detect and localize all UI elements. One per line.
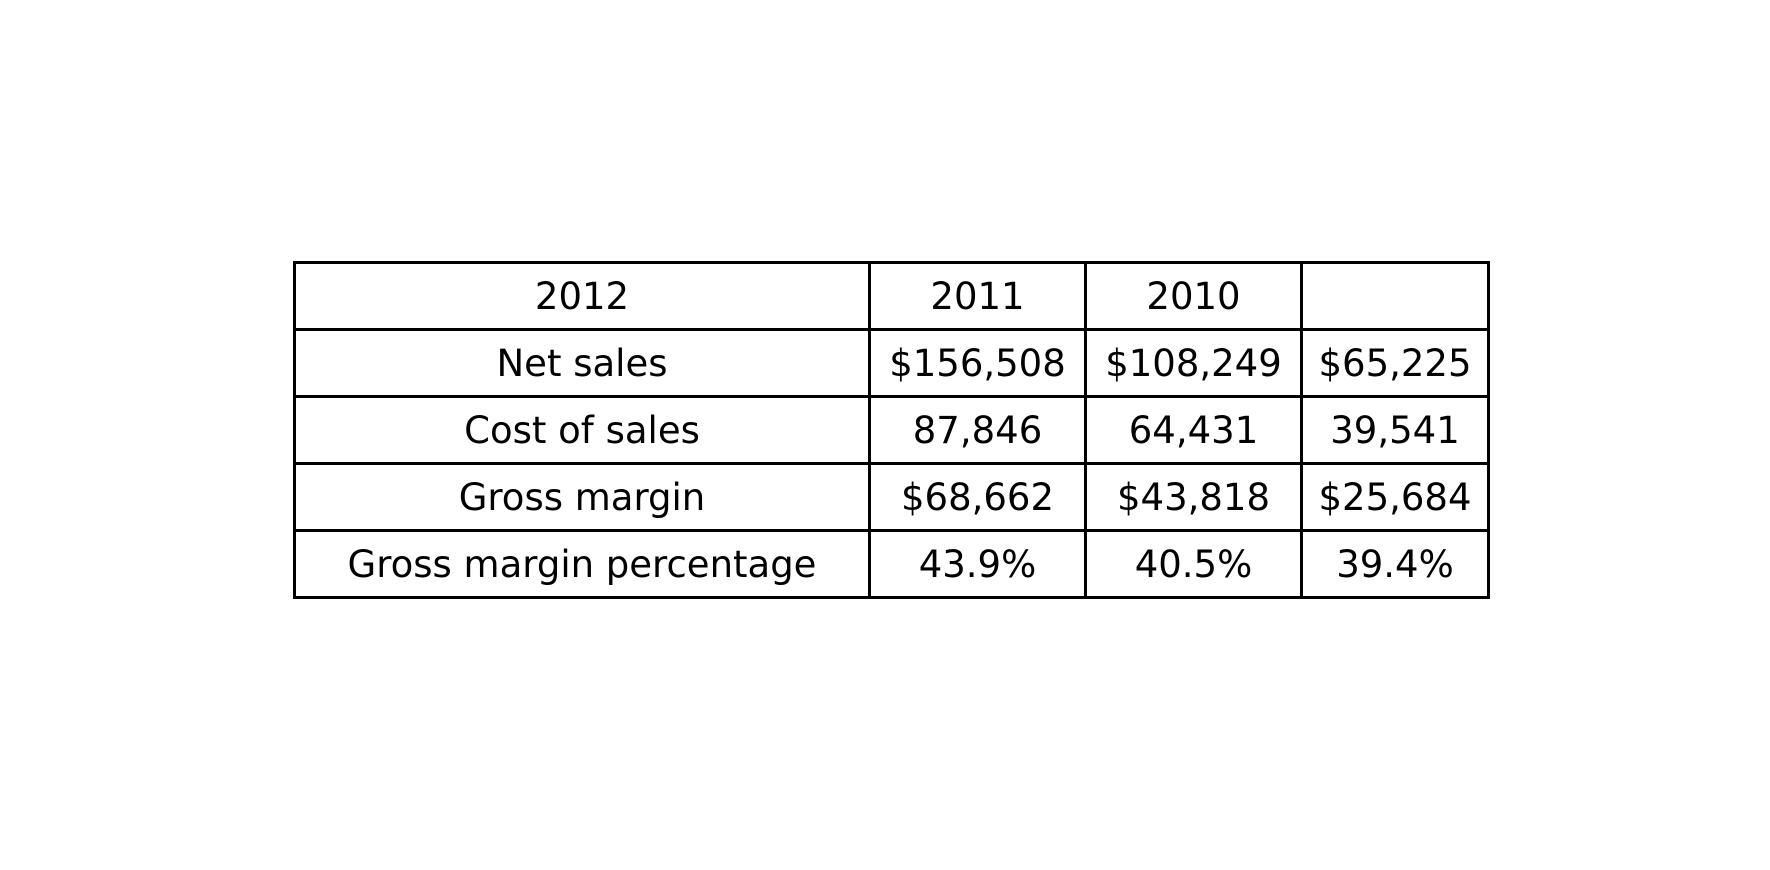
- value-cell: 64,431: [1084, 395, 1303, 465]
- value-cell: 39,541: [1300, 395, 1490, 465]
- value-cell: 40.5%: [1084, 529, 1303, 599]
- value-cell: $156,508: [868, 328, 1087, 398]
- financial-table: 2012 2011 2010 Net sales $156,508 $108,2…: [293, 261, 1490, 599]
- row-label-cell: Net sales: [293, 328, 871, 398]
- header-cell: 2012: [293, 261, 871, 331]
- table-body: 2012 2011 2010 Net sales $156,508 $108,2…: [293, 261, 1490, 599]
- row-label-cell: Cost of sales: [293, 395, 871, 465]
- header-cell: 2010: [1084, 261, 1303, 331]
- table-row: Net sales $156,508 $108,249 $65,225: [293, 328, 1490, 398]
- value-cell: $65,225: [1300, 328, 1490, 398]
- value-cell: $108,249: [1084, 328, 1303, 398]
- header-row: 2012 2011 2010: [293, 261, 1490, 331]
- table-row: Gross margin percentage 43.9% 40.5% 39.4…: [293, 529, 1490, 599]
- value-cell: $25,684: [1300, 462, 1490, 532]
- header-cell: [1300, 261, 1490, 331]
- row-label-cell: Gross margin: [293, 462, 871, 532]
- value-cell: 43.9%: [868, 529, 1087, 599]
- value-cell: $43,818: [1084, 462, 1303, 532]
- table-row: Cost of sales 87,846 64,431 39,541: [293, 395, 1490, 465]
- value-cell: 39.4%: [1300, 529, 1490, 599]
- value-cell: $68,662: [868, 462, 1087, 532]
- row-label-cell: Gross margin percentage: [293, 529, 871, 599]
- header-cell: 2011: [868, 261, 1087, 331]
- table-row: Gross margin $68,662 $43,818 $25,684: [293, 462, 1490, 532]
- value-cell: 87,846: [868, 395, 1087, 465]
